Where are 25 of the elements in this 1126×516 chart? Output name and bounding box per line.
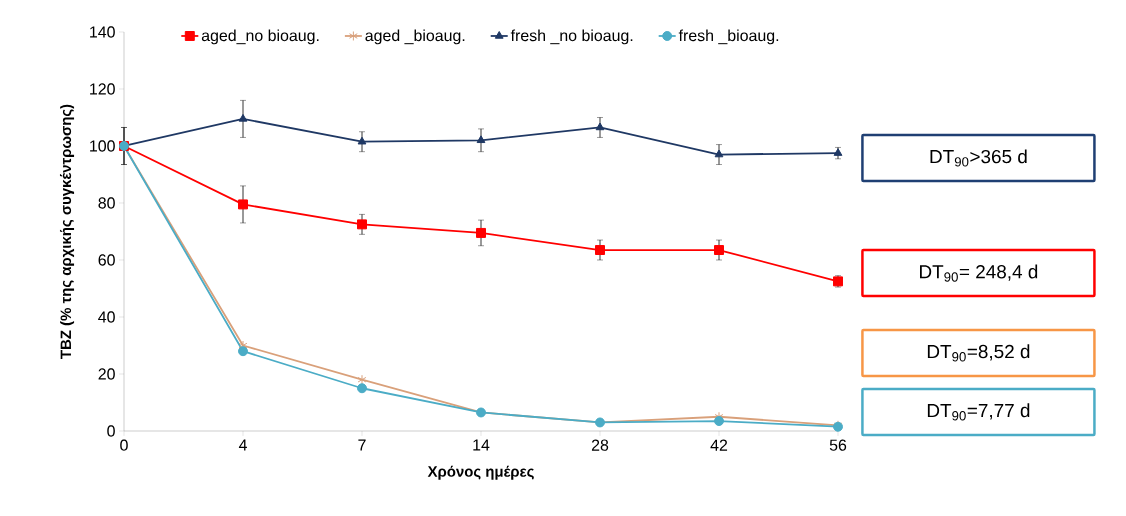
- legend-label: aged _bioaug.: [365, 29, 465, 45]
- x-axis-title: Χρόνος ημέρες: [427, 465, 534, 480]
- x-tick-label: 14: [473, 439, 490, 451]
- legend-label: fresh _bioaug.: [678, 29, 779, 45]
- x-tick-label: 56: [829, 439, 847, 451]
- y-tick-label: 100: [90, 140, 115, 152]
- y-tick-label: 60: [98, 254, 115, 266]
- x-tick-label: 4: [238, 439, 247, 451]
- y-tick-label: 40: [98, 311, 115, 323]
- y-tick-label: 140: [90, 26, 115, 38]
- text: DT$_{90}$= 248,4 d: [920, 264, 1038, 282]
- legend-label: aged_no bioaug.: [201, 29, 319, 45]
- x-tick-label: 0: [120, 439, 128, 451]
- y-tick-label: 120: [90, 83, 115, 95]
- text: DT$_{90}$=8,52 d: [927, 344, 1030, 362]
- text: DT$_{90}$=7,77 d: [927, 403, 1030, 421]
- y-axis-title: TBZ (% της αρχικής συγκέντρωσης): [59, 104, 75, 359]
- x-tick-label: 28: [591, 439, 609, 451]
- x-tick-label: 42: [710, 439, 728, 451]
- legend-label: fresh _no bioaug.: [510, 29, 633, 45]
- y-tick-label: 0: [107, 425, 115, 437]
- text: DT$_{90}$>365 d: [930, 149, 1027, 167]
- x-tick-label: 7: [358, 439, 366, 451]
- y-tick-label: 80: [98, 197, 115, 209]
- y-tick-label: 20: [98, 368, 115, 380]
